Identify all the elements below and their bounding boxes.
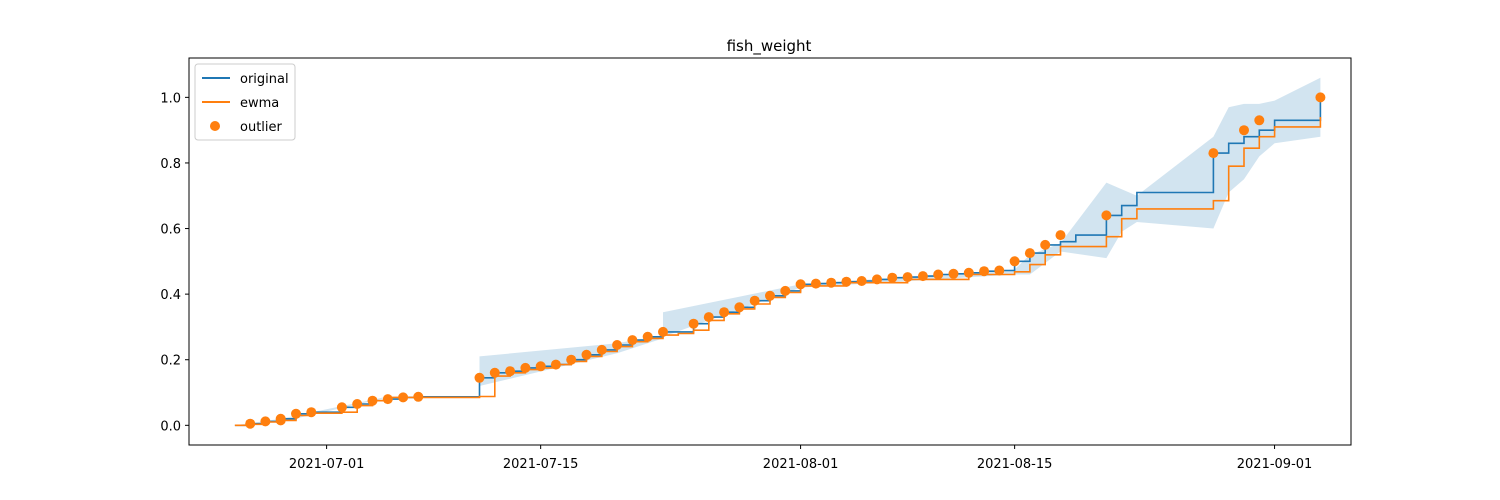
outlier-point bbox=[994, 265, 1005, 276]
outlier-point bbox=[1009, 256, 1020, 267]
outlier-point bbox=[291, 408, 301, 419]
axes-frame bbox=[188, 57, 1352, 446]
y-axis: 0.0 0.2 0.4 0.6 0.8 1.0 bbox=[160, 91, 189, 434]
outlier-point bbox=[1055, 230, 1066, 241]
outlier-point bbox=[566, 354, 577, 365]
outlier-point bbox=[306, 407, 317, 418]
y-tick-label: 1.0 bbox=[160, 91, 181, 106]
outlier-point bbox=[917, 271, 928, 282]
outlier-point bbox=[596, 344, 607, 355]
outlier-point bbox=[872, 274, 882, 285]
outlier-point bbox=[627, 335, 638, 346]
outlier-point bbox=[948, 268, 959, 279]
outlier-point bbox=[260, 416, 271, 427]
outlier-point bbox=[398, 392, 409, 403]
outlier-point bbox=[1208, 148, 1219, 159]
outlier-point bbox=[474, 372, 485, 383]
chart-title: fish_weight bbox=[727, 37, 812, 56]
outlier-point bbox=[612, 340, 623, 350]
outlier-point bbox=[1239, 125, 1249, 136]
legend-ewma-label: ewma bbox=[240, 96, 279, 111]
outlier-point bbox=[550, 359, 561, 370]
x-tick-label: 2021-09-01 bbox=[1237, 457, 1313, 472]
x-tick-label: 2021-07-01 bbox=[289, 457, 365, 472]
outlier-point bbox=[336, 402, 347, 413]
outlier-point bbox=[520, 362, 531, 373]
outlier-point bbox=[382, 394, 393, 405]
y-tick-label: 0.4 bbox=[160, 288, 181, 303]
legend-box bbox=[194, 63, 296, 141]
outlier-point bbox=[413, 391, 424, 402]
outlier-point bbox=[749, 295, 760, 306]
outlier-point bbox=[780, 285, 791, 296]
legend-original-label: original bbox=[240, 72, 289, 87]
x-axis: 2021-07-01 2021-07-15 2021-08-01 2021-08-15… bbox=[289, 445, 1313, 472]
outlier-point bbox=[658, 326, 668, 337]
outlier-point bbox=[489, 367, 500, 378]
outlier-point bbox=[1024, 248, 1035, 259]
x-tick-label: 2021-08-01 bbox=[763, 457, 839, 472]
outlier-point bbox=[703, 312, 714, 323]
outlier-point bbox=[1315, 92, 1326, 103]
outlier-point bbox=[367, 395, 378, 406]
outlier-point bbox=[933, 269, 944, 280]
x-tick-label: 2021-08-15 bbox=[977, 457, 1053, 472]
outlier-point bbox=[1040, 239, 1051, 250]
plot-area bbox=[234, 77, 1326, 429]
outlier-point bbox=[719, 307, 730, 318]
outlier-point bbox=[1254, 115, 1265, 126]
y-tick-label: 0.6 bbox=[160, 223, 181, 238]
ewma-band bbox=[234, 77, 1321, 426]
x-tick-label: 2021-07-15 bbox=[503, 457, 579, 472]
outlier-point bbox=[352, 399, 363, 409]
y-tick-label: 0.0 bbox=[160, 419, 181, 434]
outlier-point bbox=[841, 276, 852, 287]
outlier-point bbox=[535, 361, 546, 372]
y-tick-label: 0.8 bbox=[160, 157, 181, 172]
outlier-point bbox=[581, 349, 592, 360]
outlier-point bbox=[642, 331, 653, 342]
outlier-point bbox=[810, 278, 821, 289]
outlier-point bbox=[275, 413, 286, 424]
legend: original ewma outlier bbox=[194, 63, 296, 141]
outlier-point bbox=[505, 366, 516, 377]
outlier-point bbox=[856, 276, 867, 286]
y-tick-label: 0.2 bbox=[160, 354, 181, 369]
outlier-point bbox=[887, 272, 898, 283]
legend-outlier-label: outlier bbox=[240, 120, 283, 135]
outlier-point bbox=[245, 418, 256, 429]
outlier-point bbox=[826, 277, 837, 288]
outlier-point bbox=[963, 267, 974, 278]
outlier-point bbox=[902, 272, 913, 283]
outlier-point bbox=[1101, 210, 1112, 221]
legend-outlier-marker bbox=[210, 121, 220, 131]
outlier-point bbox=[765, 290, 775, 301]
outlier-point bbox=[688, 318, 699, 329]
outlier-point bbox=[795, 279, 806, 290]
outlier-point bbox=[979, 266, 990, 277]
outlier-point bbox=[734, 302, 745, 313]
